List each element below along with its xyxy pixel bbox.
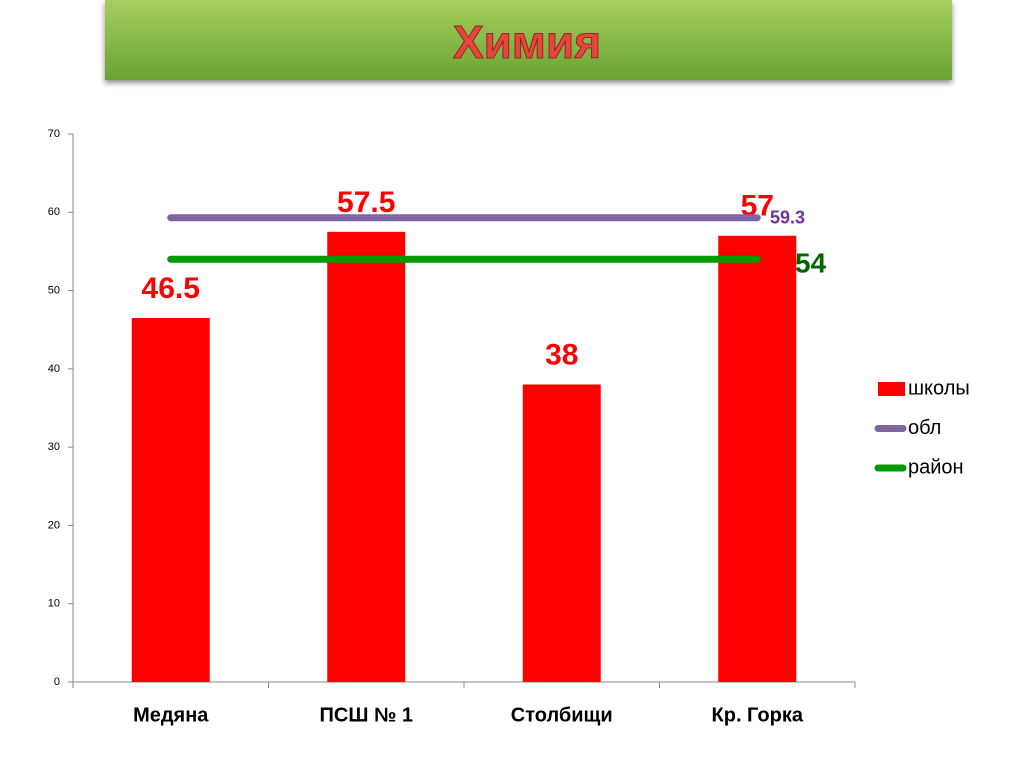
legend-swatch — [878, 382, 905, 396]
legend-label: школы — [908, 377, 970, 399]
y-tick-label: 70 — [48, 128, 60, 140]
bar — [131, 317, 210, 682]
x-tick-label: Столбищи — [511, 704, 613, 726]
bar — [522, 384, 601, 682]
title-banner — [105, 0, 952, 80]
data-label: 57.5 — [337, 186, 395, 219]
x-tick-label: Медяна — [133, 704, 209, 726]
data-label: 38 — [545, 338, 578, 371]
y-tick-label: 60 — [48, 206, 60, 218]
bar — [718, 235, 797, 682]
x-tick-label: Кр. Горка — [712, 704, 804, 726]
y-tick-label: 50 — [48, 284, 60, 296]
x-tick-label: ПСШ № 1 — [320, 704, 413, 726]
y-tick-label: 0 — [54, 676, 60, 688]
y-tick-label: 30 — [48, 441, 60, 453]
y-tick-label: 20 — [48, 519, 60, 531]
bar — [327, 231, 406, 682]
chart-title: Химия — [453, 16, 601, 68]
y-tick-label: 10 — [48, 598, 60, 610]
y-tick-label: 40 — [48, 363, 60, 375]
data-label: 46.5 — [142, 272, 200, 305]
legend-label: район — [908, 456, 964, 478]
data-label: 59.3 — [770, 208, 805, 228]
legend-label: обл — [908, 417, 941, 439]
data-label: 54 — [795, 248, 827, 279]
